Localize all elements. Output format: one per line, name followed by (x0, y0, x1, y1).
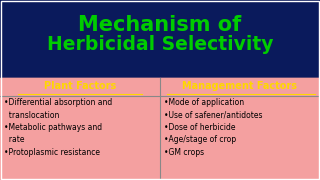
Text: •Differential absorption and
  translocation
•Metabolic pathways and
  rate
•Pro: •Differential absorption and translocati… (4, 98, 112, 157)
Text: •Mode of application
•Use of safener/antidotes
•Dose of herbicide
•Age/stage of : •Mode of application •Use of safener/ant… (164, 98, 262, 157)
Text: Management Factors: Management Factors (182, 81, 298, 91)
Bar (0, 78, 320, 180)
Bar (0, 78, 320, 96)
Text: Plant Factors: Plant Factors (44, 81, 116, 91)
Text: Mechanism of: Mechanism of (78, 15, 242, 35)
Bar (0, 0, 320, 78)
Text: Herbicidal Selectivity: Herbicidal Selectivity (47, 35, 273, 53)
